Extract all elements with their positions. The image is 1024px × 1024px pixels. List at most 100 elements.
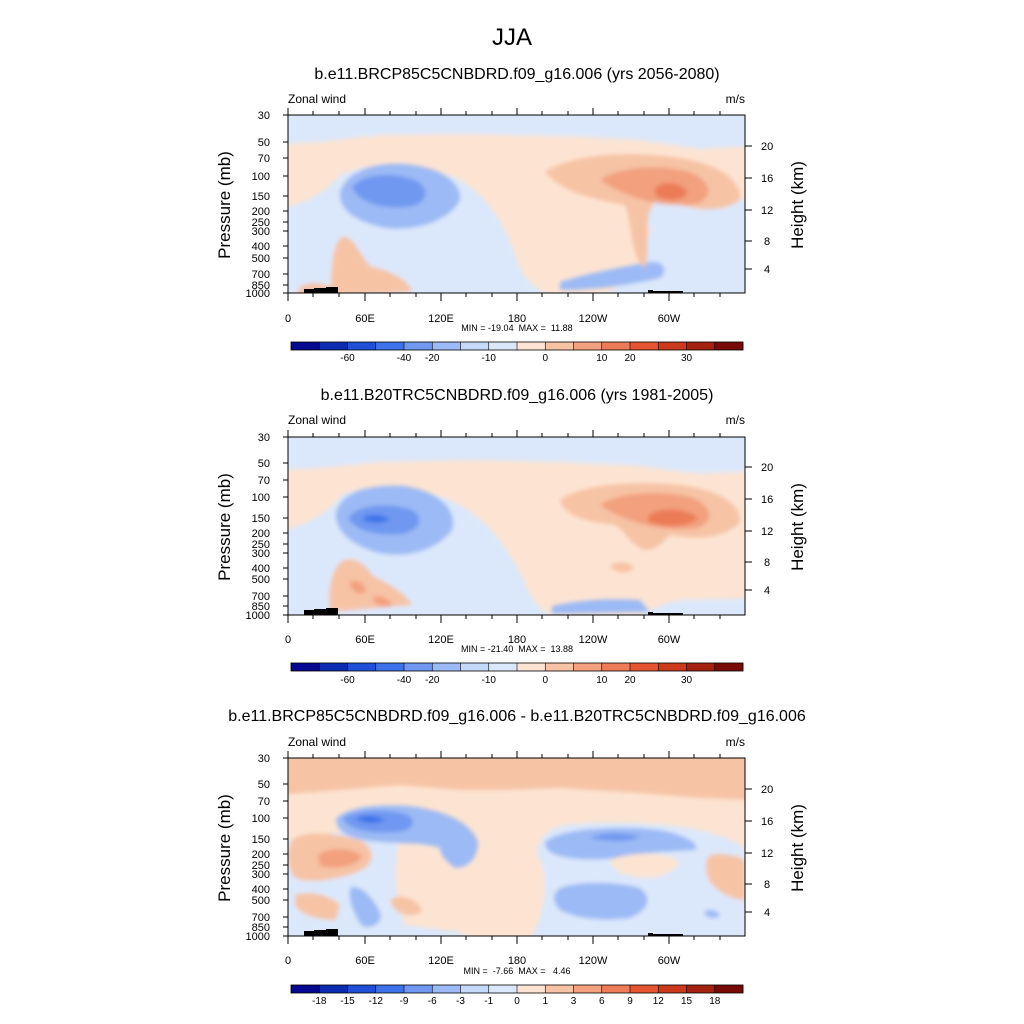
panel-2-variable-label: Zonal wind	[288, 413, 346, 427]
panel-1-field	[288, 115, 745, 293]
pressure-tick-label: 30	[258, 753, 270, 765]
pressure-tick-label: 400	[252, 563, 270, 575]
pressure-tick-label: 70	[258, 153, 270, 165]
lon-tick-label: 0	[285, 634, 291, 646]
height-tick-label: 16	[761, 494, 773, 506]
colorbar-swatch	[291, 663, 320, 671]
colorbar-label: 20	[624, 353, 636, 364]
colorbar-swatch	[545, 985, 574, 993]
colorbar-label: -15	[340, 996, 355, 1007]
colorbar-label: -10	[482, 675, 497, 686]
panel-2-stats: MIN = -21.40 MAX = 13.88	[461, 644, 573, 654]
colorbar-swatch	[460, 663, 490, 671]
panel-2: b.e11.B20TRC5CNBDRD.f09_g16.006 (yrs 198…	[215, 387, 807, 686]
colorbar-label: 30	[681, 675, 693, 686]
colorbar-swatch	[630, 342, 659, 350]
colorbar-swatch	[319, 985, 348, 993]
colorbar-label: 0	[542, 353, 548, 364]
colorbar-label: -18	[312, 996, 327, 1007]
pressure-tick-label: 1000	[246, 288, 270, 300]
colorbar-swatch	[375, 985, 405, 993]
pressure-tick-label: 500	[252, 574, 270, 586]
colorbar-label: 3	[571, 996, 577, 1007]
colorbar-swatch	[460, 985, 490, 993]
colorbar-label: 20	[624, 675, 636, 686]
height-tick-label: 20	[761, 784, 773, 796]
colorbar-label: 10	[596, 675, 608, 686]
pressure-tick-label: 200	[252, 206, 270, 218]
panel-3-variable-label: Zonal wind	[288, 735, 346, 749]
colorbar-label: 15	[681, 996, 693, 1007]
panel-1-pressure-axis: 30 50 70 100 150 200 250 300 400 500 700…	[246, 110, 288, 300]
pressure-tick-label: 50	[258, 458, 270, 470]
height-tick-label: 16	[761, 816, 773, 828]
height-tick-label: 8	[764, 557, 770, 569]
lon-tick-label: 180	[508, 313, 526, 325]
panel-1-variable-label: Zonal wind	[288, 92, 346, 106]
panel-3-height-axis: 4 8 12 16 20	[745, 784, 773, 919]
pressure-tick-label: 200	[252, 528, 270, 540]
pressure-tick-label: 100	[252, 813, 270, 825]
colorbar-swatch	[291, 985, 320, 993]
colorbar-swatch	[517, 663, 546, 671]
lon-tick-label: 120W	[579, 634, 608, 646]
pressure-tick-label: 250	[252, 539, 270, 551]
height-tick-label: 16	[761, 173, 773, 185]
figure-title: JJA	[492, 24, 532, 51]
pressure-tick-label: 500	[252, 895, 270, 907]
colorbar-swatch	[404, 985, 433, 993]
colorbar-label: 18	[709, 996, 721, 1007]
pressure-tick-label: 850	[252, 280, 270, 292]
colorbar-swatch	[375, 342, 405, 350]
colorbar-swatch	[601, 663, 631, 671]
colorbar-swatch	[630, 663, 659, 671]
lon-tick-label: 60W	[658, 313, 681, 325]
pressure-tick-label: 200	[252, 849, 270, 861]
panel-3-lon-axis: 0 60E 120E 180 120W 60W	[285, 751, 721, 967]
colorbar-swatch	[404, 663, 433, 671]
colorbar-swatch	[630, 985, 659, 993]
colorbar-label: -40	[397, 675, 412, 686]
panel-2-title: b.e11.B20TRC5CNBDRD.f09_g16.006 (yrs 198…	[321, 387, 714, 404]
lon-tick-label: 120W	[579, 313, 608, 325]
colorbar-label: -20	[425, 353, 440, 364]
colorbar-swatch	[601, 985, 631, 993]
colorbar-swatch	[404, 342, 433, 350]
pressure-tick-label: 70	[258, 475, 270, 487]
lon-tick-label: 120E	[428, 634, 454, 646]
colorbar-label: 9	[627, 996, 633, 1007]
pressure-tick-label: 30	[258, 432, 270, 444]
panel-1-stats: MIN = -19.04 MAX = 11.88	[461, 323, 572, 333]
pressure-tick-label: 30	[258, 110, 270, 122]
pressure-tick-label: 850	[252, 601, 270, 613]
colorbar-swatch	[319, 663, 348, 671]
colorbar-swatch	[488, 985, 518, 993]
panel-1-lon-axis: 0 60E 120E 180 120W 60W	[285, 108, 721, 325]
colorbar-swatch	[545, 663, 574, 671]
pressure-tick-label: 100	[252, 492, 270, 504]
colorbar-swatch	[545, 342, 574, 350]
lon-tick-label: 120E	[428, 955, 454, 967]
panel-3-units-label: m/s	[726, 735, 745, 749]
colorbar-swatch	[658, 663, 687, 671]
colorbar-swatch	[517, 985, 546, 993]
colorbar-label: -6	[428, 996, 437, 1007]
panel-1: b.e11.BRCP85C5CNBDRD.f09_g16.006 (yrs 20…	[215, 66, 807, 364]
pressure-tick-label: 150	[252, 834, 270, 846]
lon-tick-label: 60W	[658, 955, 681, 967]
colorbar-label: 1	[542, 996, 548, 1007]
colorbar-label: 12	[653, 996, 665, 1007]
lon-tick-label: 60E	[355, 313, 375, 325]
colorbar-label: -40	[397, 353, 412, 364]
height-tick-label: 12	[761, 526, 773, 538]
pressure-tick-label: 400	[252, 884, 270, 896]
colorbar-swatch	[601, 342, 631, 350]
colorbar-swatch	[375, 663, 405, 671]
panel-3-field	[288, 758, 745, 936]
colorbar-swatch	[573, 663, 603, 671]
height-tick-label: 20	[761, 462, 773, 474]
colorbar-label: -12	[369, 996, 384, 1007]
colorbar-label: 10	[596, 353, 608, 364]
panel-1-title: b.e11.BRCP85C5CNBDRD.f09_g16.006 (yrs 20…	[314, 66, 719, 83]
